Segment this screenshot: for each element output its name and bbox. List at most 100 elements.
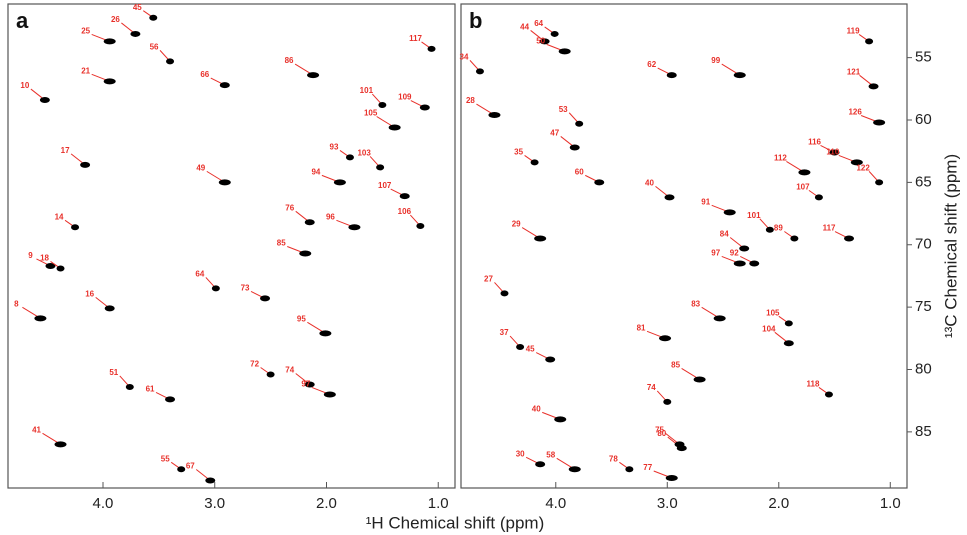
peak: [103, 38, 116, 45]
peak: [535, 461, 546, 468]
x-tick-label: 4.0: [545, 495, 566, 512]
peak-label: 18: [40, 254, 49, 263]
peak-label: 44: [520, 23, 529, 32]
peak-label: 91: [701, 197, 710, 206]
peak: [749, 260, 760, 267]
peak-label: 99: [711, 56, 720, 65]
peak: [333, 179, 346, 186]
peak: [103, 78, 116, 85]
peak-label: 117: [823, 224, 836, 233]
peak: [693, 376, 706, 383]
peak: [865, 38, 874, 45]
peak: [71, 224, 80, 231]
peak: [34, 315, 47, 322]
peak: [850, 159, 863, 166]
peak-label: 72: [250, 360, 259, 369]
peak: [125, 383, 134, 390]
peak-label: 62: [647, 60, 656, 69]
peak: [54, 441, 67, 448]
peak-label: 45: [133, 3, 142, 12]
peak-label: 55: [161, 454, 170, 463]
peak-label: 40: [645, 178, 654, 187]
peak: [798, 169, 811, 176]
peak-label: 49: [196, 163, 205, 172]
peak: [323, 391, 336, 398]
peak-label: 93: [330, 143, 339, 152]
peak-label: 61: [146, 385, 155, 394]
y-tick-label: 55: [915, 49, 932, 66]
peak: [218, 179, 231, 186]
peak-label: 16: [85, 289, 94, 298]
peak-label: 89: [774, 224, 783, 233]
x-tick-label: 1.0: [428, 495, 449, 512]
peak: [530, 159, 539, 166]
peak: [659, 335, 672, 342]
peak: [348, 224, 361, 231]
peak: [304, 219, 315, 226]
panel-label: b: [469, 8, 482, 33]
peak: [723, 209, 736, 216]
peak-label: 81: [637, 323, 646, 332]
peak-label: 21: [81, 66, 90, 75]
peak-label: 101: [747, 211, 761, 220]
peak: [713, 315, 726, 322]
y-tick-label: 60: [915, 111, 932, 128]
x-tick-label: 3.0: [657, 495, 678, 512]
peak-label: 14: [55, 212, 64, 221]
peak: [104, 305, 115, 312]
peak-label: 103: [357, 149, 371, 158]
peak-label: 73: [241, 284, 250, 293]
peak: [299, 250, 312, 257]
peak: [568, 466, 581, 473]
peak: [664, 194, 675, 201]
peak-label: 85: [671, 361, 680, 370]
peak-label: 37: [500, 328, 509, 337]
peak-label: 97: [301, 380, 310, 389]
peak-label: 106: [398, 207, 412, 216]
peak: [875, 179, 884, 186]
peak-label: 86: [285, 56, 294, 65]
peak-label: 60: [575, 167, 584, 176]
peak-label: 25: [81, 27, 90, 36]
peak: [388, 124, 401, 131]
peak: [594, 179, 605, 186]
peak: [39, 97, 50, 104]
peak-label: 74: [647, 383, 656, 392]
peak: [558, 48, 571, 55]
peak-label: 34: [460, 52, 469, 61]
peak: [868, 83, 879, 90]
peak: [733, 260, 746, 267]
peak: [824, 391, 833, 398]
peak: [545, 356, 556, 363]
peak-label: 45: [526, 345, 535, 354]
x-axis-label: ¹H Chemical shift (ppm): [366, 513, 545, 532]
peak: [211, 285, 220, 292]
x-tick-label: 1.0: [880, 495, 901, 512]
peak: [475, 68, 484, 75]
peak: [260, 295, 271, 302]
peak-label: 58: [546, 450, 555, 459]
peak: [56, 265, 65, 272]
peak: [416, 223, 425, 230]
peak: [554, 416, 567, 423]
peak: [665, 475, 678, 482]
peak-label: 8: [14, 299, 19, 308]
peak: [534, 235, 547, 242]
peak: [149, 14, 158, 21]
peak: [765, 226, 774, 233]
peak-label: 53: [559, 105, 568, 114]
peak: [663, 398, 672, 405]
peak: [516, 344, 525, 351]
x-tick-label: 2.0: [768, 495, 789, 512]
peak-label: 92: [730, 249, 739, 258]
peak: [427, 45, 436, 52]
peak: [307, 72, 320, 79]
peak-label: 10: [20, 81, 29, 90]
peak-label: 27: [484, 275, 493, 284]
peak: [674, 441, 685, 448]
peak-label: 66: [200, 70, 209, 79]
peak-label: 78: [609, 454, 618, 463]
peak-label: 30: [516, 449, 525, 458]
peak-label: 84: [720, 230, 729, 239]
peak: [829, 149, 840, 156]
